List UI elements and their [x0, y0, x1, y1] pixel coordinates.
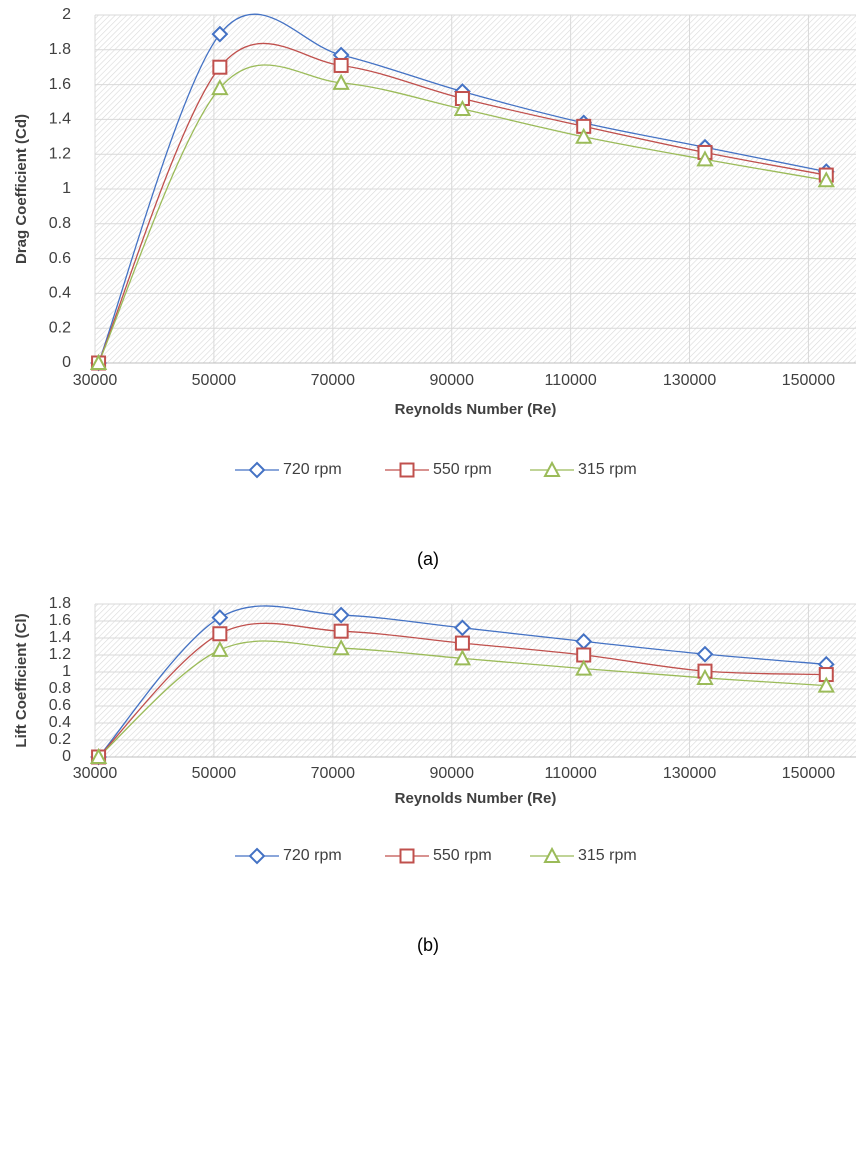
x-tick-label: 50000 [192, 765, 237, 782]
marker [212, 59, 228, 75]
marker [453, 99, 472, 116]
marker [817, 171, 835, 188]
x-tick-label: 150000 [782, 372, 835, 389]
legend-marker [399, 848, 415, 864]
legend-label: 550 rpm [433, 461, 492, 478]
marker [454, 635, 470, 651]
y-tick-label: 1.4 [49, 111, 71, 128]
y-tick-label: 1.8 [49, 595, 71, 612]
legend-marker [248, 461, 266, 479]
marker [333, 623, 349, 639]
x-tick-label: 130000 [663, 765, 716, 782]
legend-marker [399, 462, 415, 478]
y-tick-label: 1.2 [49, 646, 71, 663]
x-tick-label: 30000 [73, 372, 118, 389]
marker [333, 57, 349, 73]
x-tick-label: 70000 [311, 765, 356, 782]
legend-label: 720 rpm [283, 461, 342, 478]
y-axis-title: Drag Coefficient (Cd) [13, 114, 30, 264]
legend-marker [248, 847, 266, 865]
marker [332, 639, 350, 656]
x-tick-label: 150000 [782, 765, 835, 782]
legend-label: 315 rpm [578, 461, 637, 478]
x-tick-label: 110000 [545, 765, 597, 782]
marker [696, 668, 714, 685]
y-tick-label: 1.6 [49, 76, 71, 93]
marker [211, 609, 229, 627]
marker [332, 73, 350, 90]
y-tick-label: 0.2 [49, 731, 71, 748]
legend-label: 315 rpm [578, 847, 637, 864]
legend-label: 720 rpm [283, 847, 342, 864]
marker [211, 25, 229, 43]
marker [89, 353, 108, 370]
y-tick-label: 1 [62, 663, 71, 680]
marker [696, 150, 714, 167]
y-tick-label: 0 [62, 748, 71, 765]
x-tick-label: 50000 [192, 372, 237, 389]
y-tick-label: 1 [62, 180, 71, 197]
y-axis-title: Lift Coefficient (Cl) [13, 613, 30, 747]
x-tick-label: 90000 [429, 765, 474, 782]
y-tick-label: 1.8 [49, 41, 71, 58]
y-tick-label: 0.8 [49, 680, 71, 697]
y-tick-label: 0.8 [49, 215, 71, 232]
marker [211, 78, 229, 96]
y-tick-label: 0 [62, 354, 71, 371]
legend-label: 550 rpm [433, 847, 492, 864]
marker [575, 127, 593, 144]
y-tick-label: 2 [62, 6, 71, 23]
x-tick-label: 70000 [311, 372, 356, 389]
marker [575, 659, 593, 676]
x-tick-label: 130000 [663, 372, 716, 389]
marker [332, 606, 350, 624]
y-tick-label: 0.6 [49, 697, 71, 714]
x-axis-title: Reynolds Number (Re) [395, 401, 557, 418]
y-tick-label: 1.4 [49, 629, 71, 646]
y-tick-label: 0.4 [49, 285, 71, 302]
marker [817, 676, 835, 693]
marker [696, 645, 714, 663]
caption: (a) [417, 549, 439, 569]
marker [453, 649, 472, 666]
caption: (b) [417, 935, 439, 955]
marker [89, 747, 108, 764]
x-tick-label: 30000 [73, 765, 118, 782]
marker [211, 640, 229, 657]
y-tick-label: 0.4 [49, 714, 71, 731]
marker [454, 619, 471, 637]
x-axis-title: Reynolds Number (Re) [395, 790, 557, 807]
legend-marker [543, 460, 561, 477]
y-tick-label: 1.2 [49, 145, 71, 162]
x-tick-label: 90000 [429, 372, 474, 389]
legend-marker [543, 846, 561, 863]
y-tick-label: 1.6 [49, 612, 71, 629]
y-tick-label: 0.6 [49, 250, 71, 267]
x-tick-label: 110000 [545, 372, 597, 389]
y-tick-label: 0.2 [49, 319, 71, 336]
marker [212, 626, 228, 642]
